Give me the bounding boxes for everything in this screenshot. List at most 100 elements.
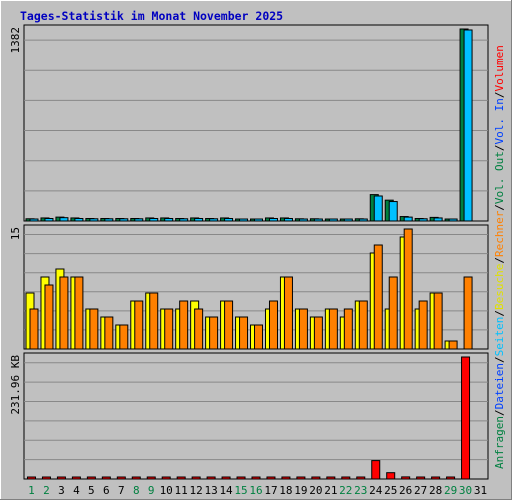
bar-volume-day-18 bbox=[281, 476, 291, 480]
bar-volume-day-24 bbox=[371, 460, 381, 480]
bar-volume-day-21 bbox=[326, 476, 336, 480]
day-label-28: 28 bbox=[429, 484, 442, 497]
bar-sites-day-4 bbox=[74, 276, 84, 350]
bar-files-day-9 bbox=[149, 217, 159, 222]
bar-files-day-3 bbox=[59, 217, 69, 222]
bar-files-day-19 bbox=[298, 218, 308, 222]
legend-item-0: Anfragen bbox=[493, 416, 506, 469]
chart-panel-3: 231.96 KB bbox=[9, 352, 489, 480]
bar-volume-day-28 bbox=[431, 476, 441, 480]
bar-sites-day-18 bbox=[283, 276, 293, 350]
day-label-6: 6 bbox=[103, 484, 110, 497]
bar-volume-day-7 bbox=[116, 476, 126, 480]
bar-sites-day-16 bbox=[254, 324, 264, 350]
bar-volume-day-22 bbox=[341, 476, 351, 480]
bar-files-day-25 bbox=[388, 201, 398, 222]
bar-files-day-8 bbox=[134, 218, 144, 222]
bar-sites-day-8 bbox=[134, 300, 144, 350]
legend-item-5: / bbox=[493, 310, 506, 317]
bar-volume-day-30 bbox=[461, 356, 471, 480]
bar-files-day-30 bbox=[463, 29, 473, 222]
bar-sites-day-23 bbox=[358, 300, 368, 350]
bar-volume-day-19 bbox=[296, 476, 306, 480]
day-label-25: 25 bbox=[384, 484, 397, 497]
day-label-2: 2 bbox=[43, 484, 50, 497]
day-label-11: 11 bbox=[175, 484, 188, 497]
bar-sites-day-28 bbox=[433, 292, 443, 350]
legend-item-14: Volumen bbox=[493, 45, 506, 91]
bar-files-day-10 bbox=[164, 217, 174, 222]
bar-sites-day-11 bbox=[179, 300, 189, 350]
bar-volume-day-13 bbox=[206, 476, 216, 480]
bar-sites-day-5 bbox=[89, 308, 99, 350]
chart-panel-2: 15 bbox=[9, 224, 489, 350]
panel-border bbox=[23, 24, 489, 222]
legend-item-12: Vol. In bbox=[493, 98, 506, 144]
bar-volume-day-3 bbox=[56, 476, 66, 480]
day-label-27: 27 bbox=[414, 484, 427, 497]
panel-max-label: 1382 bbox=[9, 27, 22, 54]
bar-sites-day-6 bbox=[104, 316, 114, 350]
bar-sites-day-2 bbox=[44, 284, 54, 350]
bar-files-day-15 bbox=[239, 218, 249, 222]
legend-item-4: Seiten bbox=[493, 317, 506, 357]
legend-item-9: / bbox=[493, 204, 506, 211]
bar-sites-day-10 bbox=[164, 308, 174, 350]
day-label-17: 17 bbox=[264, 484, 277, 497]
bar-files-day-12 bbox=[194, 217, 204, 222]
bar-volume-day-8 bbox=[131, 476, 141, 480]
series-volume bbox=[26, 356, 471, 480]
chart-panels: 1382 15 231.96 KB bbox=[9, 24, 489, 480]
bar-files-day-4 bbox=[74, 217, 84, 222]
day-label-4: 4 bbox=[73, 484, 80, 497]
bar-volume-day-26 bbox=[401, 476, 411, 480]
bar-files-day-27 bbox=[418, 218, 428, 222]
bar-sites-day-30 bbox=[463, 276, 473, 350]
legend-item-1: / bbox=[493, 409, 506, 416]
bar-volume-day-11 bbox=[176, 476, 186, 480]
bar-files-day-24 bbox=[373, 195, 383, 222]
day-label-18: 18 bbox=[279, 484, 292, 497]
bar-volume-day-12 bbox=[191, 476, 201, 480]
bar-volume-day-20 bbox=[311, 476, 321, 480]
bar-volume-day-1 bbox=[26, 476, 36, 480]
legend-item-3: / bbox=[493, 356, 506, 363]
day-label-20: 20 bbox=[309, 484, 322, 497]
day-label-21: 21 bbox=[324, 484, 337, 497]
bar-sites-day-12 bbox=[194, 308, 204, 350]
right-legend: Anfragen/Dateien/Seiten/Besuche/Rechner/… bbox=[493, 45, 506, 469]
bar-files-day-20 bbox=[313, 218, 323, 222]
day-label-9: 9 bbox=[148, 484, 155, 497]
bar-sites-day-17 bbox=[268, 300, 278, 350]
bar-files-day-16 bbox=[254, 218, 264, 222]
legend-item-10: Vol. Out bbox=[493, 151, 506, 204]
legend-item-7: / bbox=[493, 257, 506, 264]
bar-files-day-1 bbox=[29, 218, 39, 222]
day-label-1: 1 bbox=[28, 484, 35, 497]
bar-volume-day-23 bbox=[356, 476, 366, 480]
day-label-19: 19 bbox=[294, 484, 307, 497]
bar-volume-day-17 bbox=[266, 476, 276, 480]
bar-sites-day-19 bbox=[298, 308, 308, 350]
bar-files-day-11 bbox=[179, 218, 189, 222]
bar-volume-day-4 bbox=[71, 476, 81, 480]
x-axis-day-labels: 1 2 3 4 5 6 7 8 9 10 11 12 13 14 15 16 17 18 19 20 21 22 23 24 2… bbox=[28, 484, 487, 497]
bar-sites-day-24 bbox=[373, 244, 383, 350]
bar-sites-day-3 bbox=[59, 276, 69, 350]
bar-sites-day-25 bbox=[388, 276, 398, 350]
bar-volume-day-16 bbox=[251, 476, 261, 480]
bar-sites-day-7 bbox=[119, 324, 129, 350]
legend-item-11: / bbox=[493, 144, 506, 151]
bar-files-day-7 bbox=[119, 218, 129, 222]
bar-files-day-14 bbox=[224, 217, 234, 222]
bar-volume-day-27 bbox=[416, 476, 426, 480]
bar-volume-day-10 bbox=[161, 476, 171, 480]
legend-item-6: Besuche bbox=[493, 264, 506, 310]
bar-files-day-22 bbox=[343, 218, 353, 222]
day-label-30: 30 bbox=[459, 484, 472, 497]
chart-title: Tages-Statistik im Monat November 2025 bbox=[20, 9, 283, 23]
series-files bbox=[29, 29, 473, 222]
day-label-15: 15 bbox=[234, 484, 247, 497]
bar-sites-day-22 bbox=[343, 308, 353, 350]
